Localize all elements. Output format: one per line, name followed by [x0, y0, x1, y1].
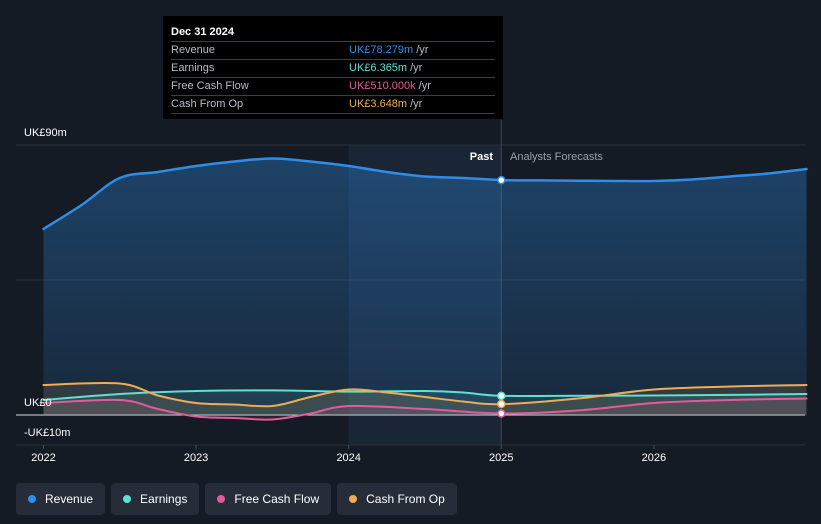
tooltip-label: Earnings: [171, 62, 215, 74]
legend-label: Free Cash Flow: [234, 492, 320, 506]
legend-dot-icon: [217, 495, 226, 503]
legend-label: Earnings: [140, 492, 188, 506]
tooltip-row-earnings: Earnings UK£6.365m /yr: [171, 59, 495, 77]
forecast-label: Analysts Forecasts: [510, 151, 603, 163]
cash-from-op-marker: [497, 399, 506, 409]
free-cash-flow-line: [42, 397, 808, 421]
tooltip-unit: /yr: [418, 80, 431, 92]
y-label-zero: UK£0: [24, 397, 52, 409]
chart-legend: Revenue Earnings Free Cash Flow Cash Fro…: [16, 483, 457, 515]
axis-labels: UK£90m UK£0 -UK£10m Past Analysts Foreca…: [24, 127, 603, 439]
legend-label: Revenue: [45, 492, 94, 506]
legend-dot-icon: [28, 495, 36, 503]
tooltip-label: Cash From Op: [171, 98, 244, 110]
data-tooltip: Dec 31 2024 Revenue UK£78.279m /yr Earni…: [163, 16, 503, 119]
tooltip-value: UK£510.000k: [349, 80, 416, 92]
legend-label: Cash From Op: [366, 492, 445, 506]
legend-item-revenue[interactable]: Revenue: [16, 483, 106, 515]
x-tick-label: 2024: [336, 452, 360, 464]
legend-item-free-cash-flow[interactable]: Free Cash Flow: [205, 483, 332, 515]
y-label-top: UK£90m: [24, 127, 67, 139]
legend-dot-icon: [349, 495, 358, 503]
tooltip-unit: /yr: [416, 44, 429, 56]
past-label: Past: [470, 151, 494, 163]
legend-item-earnings[interactable]: Earnings: [111, 483, 200, 515]
tooltip-value: UK£3.648m: [349, 98, 408, 110]
series-areas: [43, 158, 807, 420]
series-lines: [42, 157, 808, 421]
tooltip-date: Dec 31 2024: [171, 26, 234, 38]
tooltip-row-free-cash-flow: Free Cash Flow UK£510.000k /yr: [171, 77, 495, 95]
earnings-line: [42, 389, 808, 401]
tooltip-unit: /yr: [410, 98, 423, 110]
x-tick-label: 2025: [489, 452, 513, 464]
x-tick-label: 2022: [31, 452, 55, 464]
revenue-line: [42, 157, 808, 231]
legend-item-cash-from-op[interactable]: Cash From Op: [337, 483, 457, 515]
tooltip-value: UK£6.365m: [349, 62, 408, 74]
legend-dot-icon: [123, 495, 132, 503]
tooltip-row-cash-from-op: Cash From Op UK£3.648m /yr: [171, 95, 495, 114]
earnings-marker: [497, 391, 506, 401]
x-axis-ticks: 2022 2023 2024 2025 2026: [31, 445, 666, 464]
free-cash-flow-marker: [497, 409, 506, 418]
x-tick-label: 2026: [642, 452, 666, 464]
tooltip-row-revenue: Revenue UK£78.279m /yr: [171, 41, 495, 59]
revenue-marker: [497, 175, 506, 185]
tooltip-label: Free Cash Flow: [171, 80, 249, 92]
highlight-markers: [497, 175, 506, 418]
tooltip-unit: /yr: [410, 62, 423, 74]
cash-from-op-line: [42, 381, 808, 408]
x-tick-label: 2023: [184, 452, 208, 464]
y-label-bottom: -UK£10m: [24, 427, 70, 439]
tooltip-label: Revenue: [171, 44, 216, 56]
tooltip-value: UK£78.279m: [349, 44, 414, 56]
revenue-area: [43, 158, 807, 415]
